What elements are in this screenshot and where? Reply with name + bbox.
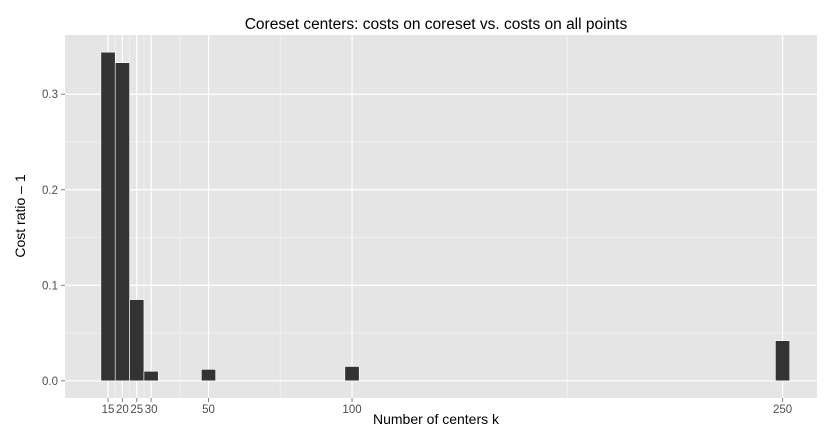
x-axis-label: Number of centers k: [373, 411, 500, 427]
x-tick-label: 30: [145, 404, 158, 416]
x-tick-label: 50: [202, 404, 215, 416]
y-tick-label: 0.1: [42, 280, 58, 292]
bar: [114, 62, 130, 382]
chart-title: Coreset centers: costs on coreset vs. co…: [245, 16, 628, 33]
bar: [344, 366, 360, 382]
y-axis-label: Cost ratio – 1: [12, 174, 28, 257]
y-axis: 0.0 0.1 0.2 0.3: [42, 89, 65, 388]
bar: [100, 51, 116, 382]
x-tick-label: 250: [773, 404, 792, 416]
bars: [100, 51, 791, 382]
x-tick-label: 15: [102, 404, 115, 416]
bar: [129, 299, 145, 382]
x-tick-label: 20: [116, 404, 129, 416]
x-axis: 15 20 25 30 50 100 250: [102, 398, 792, 416]
x-tick-label: 100: [342, 404, 361, 416]
bar: [143, 370, 159, 382]
x-tick-label: 25: [130, 404, 143, 416]
y-tick-label: 0.0: [42, 376, 58, 388]
y-tick-label: 0.2: [42, 185, 58, 197]
bar: [201, 369, 216, 382]
bar: [775, 340, 791, 382]
plot-panel: [65, 35, 817, 398]
y-tick-label: 0.3: [42, 89, 58, 101]
